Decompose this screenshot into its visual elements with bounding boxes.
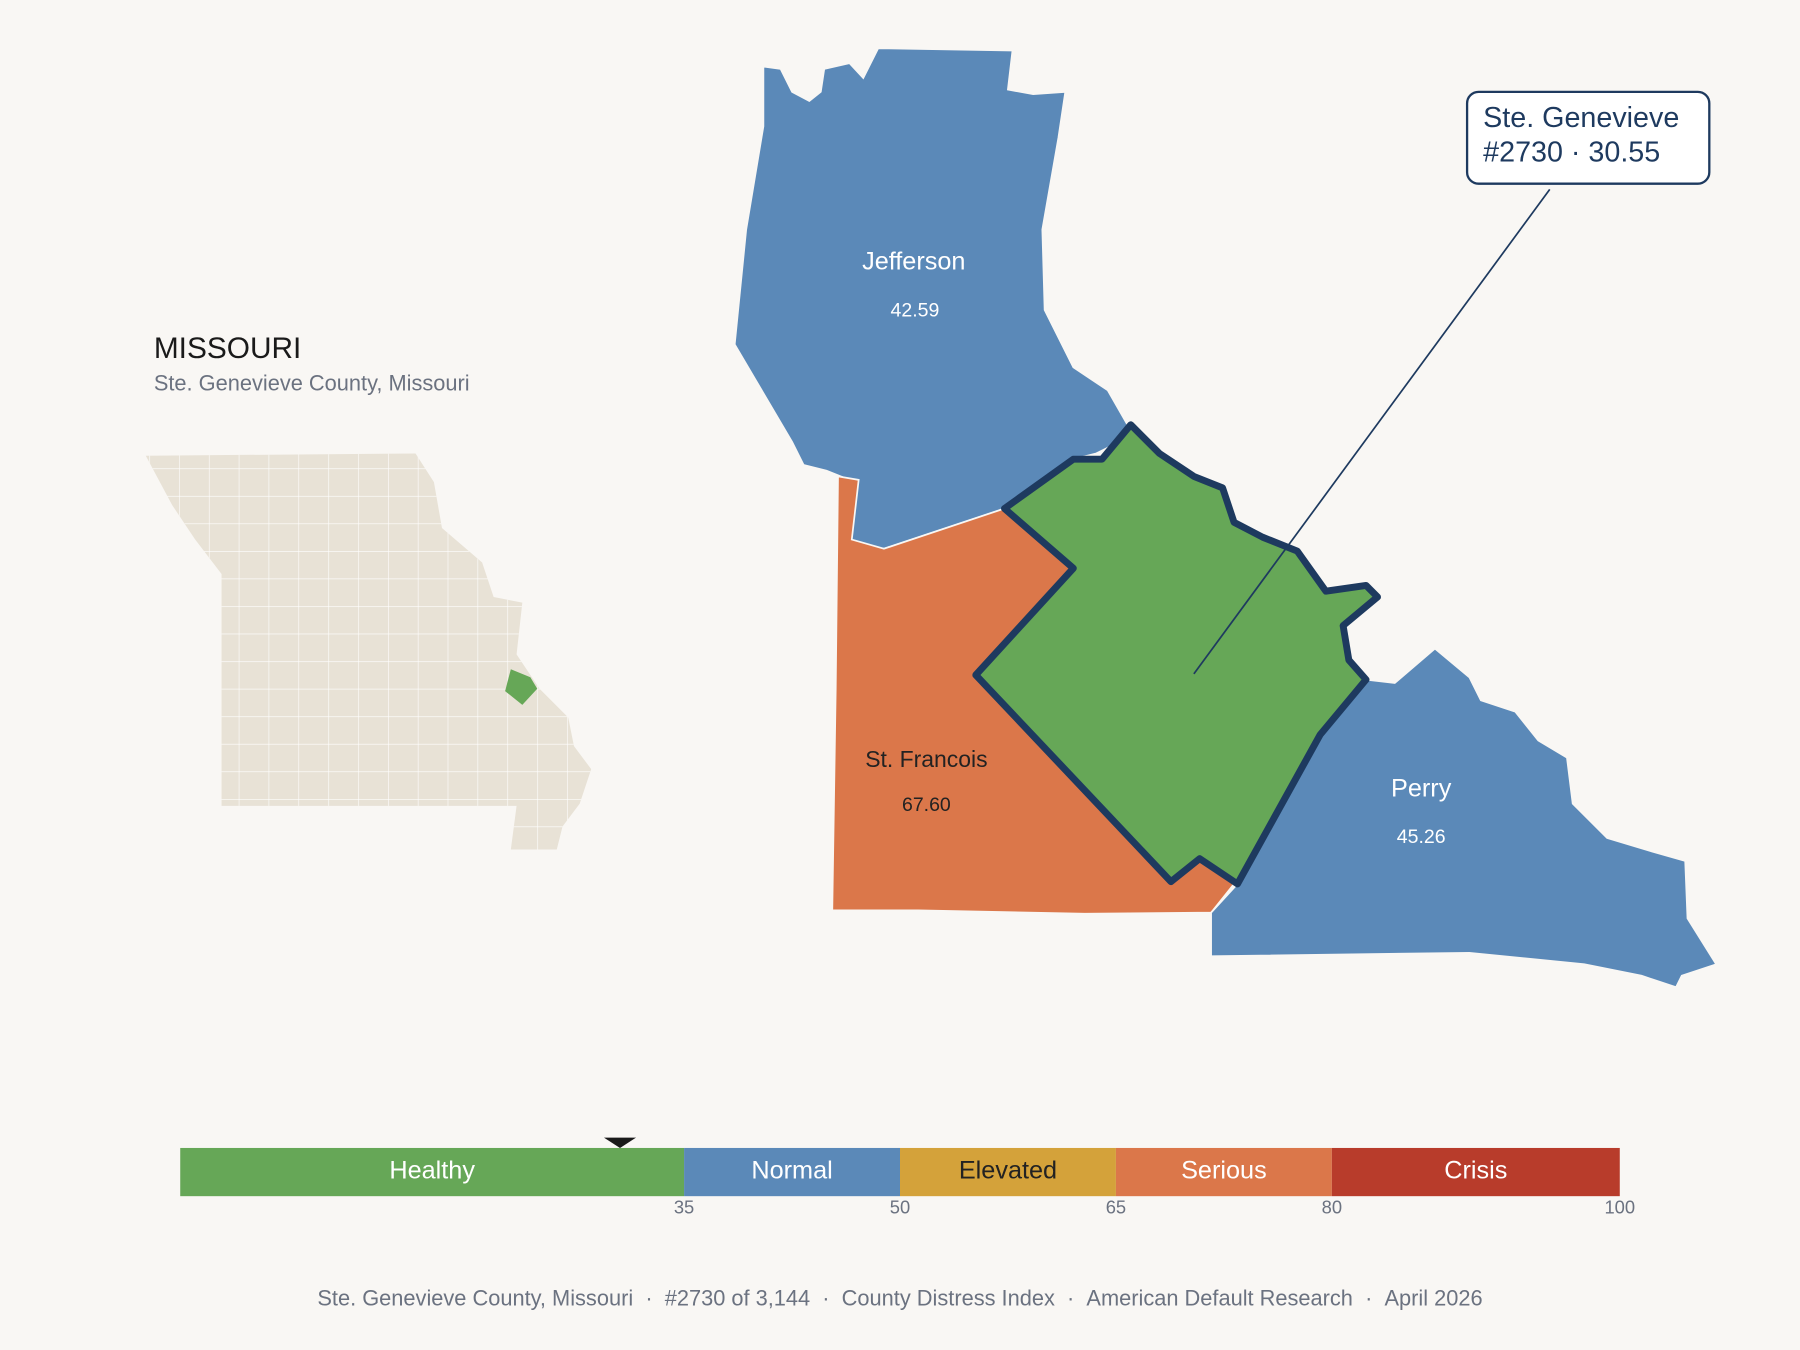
footer-item: Ste. Genevieve County, Missouri	[317, 1285, 633, 1310]
scale-band	[900, 1147, 1116, 1197]
callout-name: Ste. Genevieve	[1483, 102, 1679, 134]
county-name: Jefferson	[862, 248, 965, 276]
scale-marker	[603, 1137, 637, 1148]
scale-band	[1115, 1147, 1332, 1197]
county-value: 42.59	[891, 299, 940, 321]
county	[1210, 647, 1718, 989]
scale-tick-label: 50	[890, 1197, 910, 1218]
scale-band-label: Serious	[1181, 1157, 1267, 1185]
state-subtitle: Ste. Genevieve County, Missouri	[154, 370, 470, 395]
county	[733, 47, 1132, 550]
inset-highlight	[505, 669, 538, 705]
focus-county	[972, 421, 1381, 888]
footer-separator: ·	[1365, 1285, 1372, 1310]
scale-band-label: Normal	[751, 1157, 832, 1185]
scale-tick-label: 80	[1322, 1197, 1342, 1218]
county-name: St. Francois	[865, 746, 987, 772]
footer-separator: ·	[645, 1285, 652, 1310]
distress-scale: Healthy Normal Elevated Serious Crisis 35 50 65…	[180, 1137, 1635, 1218]
scale-band-label: Crisis	[1444, 1157, 1507, 1185]
callout-leader	[1193, 188, 1551, 675]
footer: Ste. Genevieve County, Missouri · #2730 …	[317, 1285, 1482, 1310]
scale-band-label: Elevated	[959, 1157, 1057, 1185]
scale-band	[684, 1147, 900, 1197]
footer-separator: ·	[1067, 1285, 1074, 1310]
state-title: MISSOURI	[154, 332, 302, 365]
county-value: 45.26	[1397, 826, 1446, 848]
scale-band-label: Healthy	[389, 1157, 475, 1185]
footer-item: April 2026	[1384, 1285, 1482, 1310]
county-map: Jefferson 42.59 St. Francois 67.60 Perry…	[733, 47, 1718, 989]
scale-band	[180, 1147, 685, 1197]
scale-tick-label: 35	[674, 1197, 694, 1218]
scale-tick-label: 100	[1604, 1197, 1635, 1218]
scale-band	[1331, 1147, 1620, 1197]
footer-item: #2730 of 3,144	[665, 1285, 810, 1310]
footer-item: County Distress Index	[842, 1285, 1055, 1310]
callout-detail: #2730 · 30.55	[1483, 136, 1660, 168]
county-name: Perry	[1391, 774, 1452, 802]
callout: Ste. Genevieve #2730 · 30.55	[1193, 90, 1711, 675]
scale-tick-label: 65	[1106, 1197, 1126, 1218]
callout-box	[1465, 90, 1711, 185]
county-value: 67.60	[902, 794, 951, 816]
footer-separator: ·	[822, 1285, 829, 1310]
footer-item: American Default Research	[1086, 1285, 1353, 1310]
